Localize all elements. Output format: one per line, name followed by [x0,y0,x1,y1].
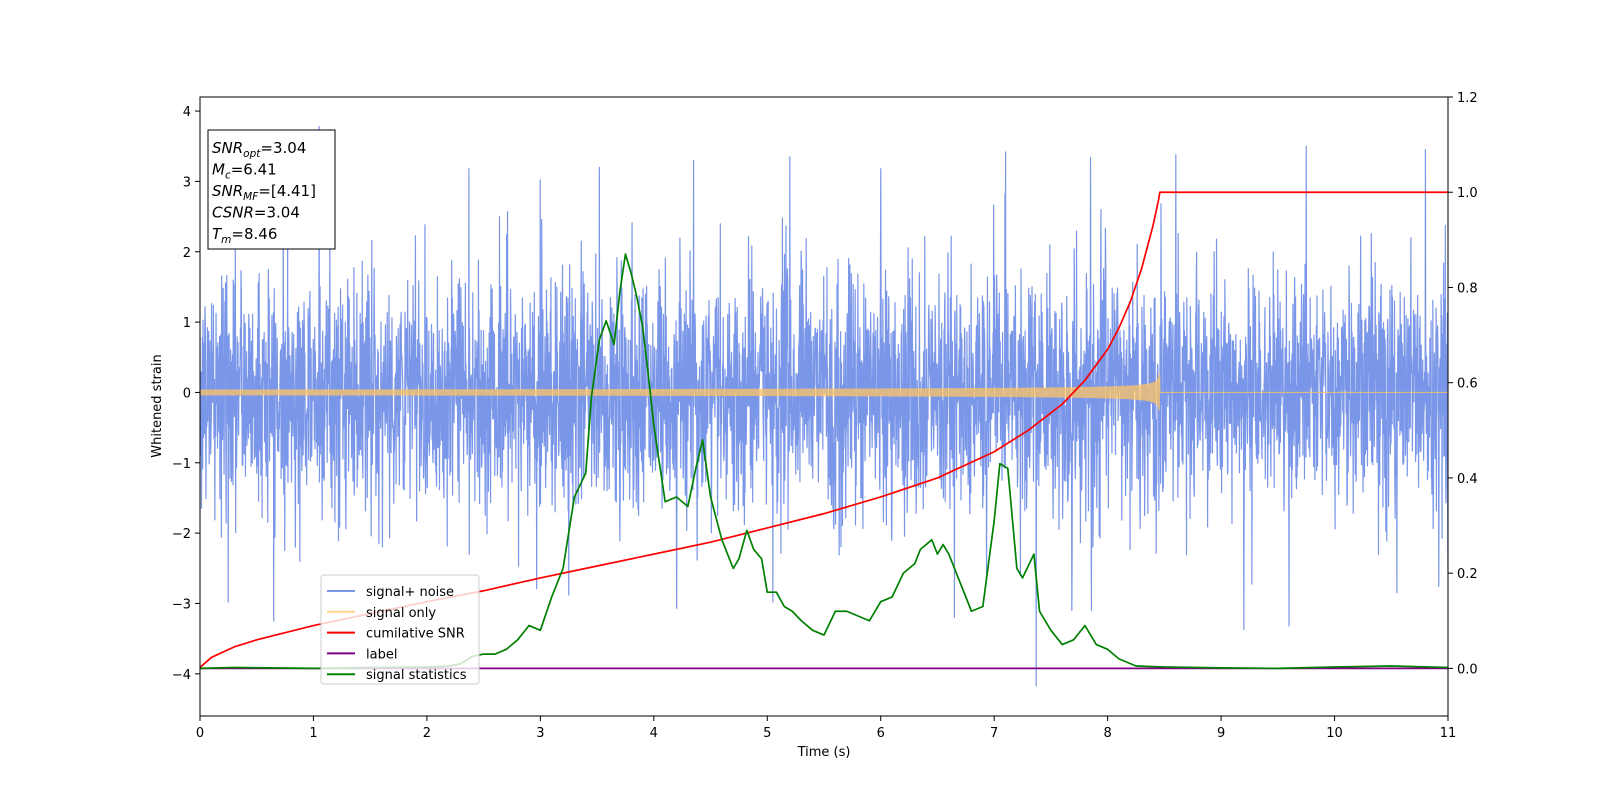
y2-tick-label-2: 0.4 [1457,472,1478,487]
annotation-line-2: SNRMF=[4.41] [212,182,316,203]
x-tick-label-7: 7 [990,726,998,741]
y-axis-label: Whitened strain [150,354,165,457]
y2-tick-label-3: 0.6 [1457,377,1478,392]
x-tick-label-11: 11 [1440,726,1457,741]
legend: signal+ noise signal only cumilative SNR la… [320,574,480,685]
y-tick-label-1: −3 [172,597,191,612]
y-tick-label-6: 2 [183,246,191,261]
y-axis-left: −4 −3 −2 −1 0 1 2 3 4 [172,105,200,683]
annotation-line-4: Tm=8.46 [212,225,277,246]
annotation-frame [207,129,336,250]
legend-label-4: signal statistics [366,668,467,683]
x-tick-label-1: 1 [309,726,317,741]
x-tick-label-5: 5 [763,726,771,741]
y-tick-label-5: 1 [183,316,191,331]
x-tick-label-0: 0 [196,726,204,741]
legend-label-2: cumilative SNR [366,627,465,642]
x-tick-label-2: 2 [423,726,431,741]
x-tick-label-4: 4 [650,726,658,741]
y-tick-label-0: −4 [172,668,191,683]
y-tick-label-7: 3 [183,175,191,190]
series-signal-only [200,372,1448,411]
y2-tick-label-0: 0.0 [1457,662,1478,677]
series-signal-statistics [200,253,1448,670]
x-tick-label-9: 9 [1217,726,1225,741]
legend-label-1: signal only [366,606,436,621]
x-tick-label-3: 3 [536,726,544,741]
y2-tick-label-4: 0.8 [1457,281,1478,296]
y-tick-label-2: −2 [172,527,191,542]
y2-tick-label-5: 1.0 [1457,186,1478,201]
x-tick-label-6: 6 [877,726,885,741]
y-tick-label-4: 0 [183,386,191,401]
annotation-line-0: SNRopt=3.04 [212,139,306,160]
series-signal-noise [200,125,1448,687]
y2-tick-label-1: 0.2 [1457,567,1478,582]
y-tick-label-3: −1 [172,457,191,472]
y-tick-label-8: 4 [183,105,191,120]
y-axis-right: 0.0 0.2 0.4 0.6 0.8 1.0 1.2 [1448,91,1478,677]
y2-tick-label-6: 1.2 [1457,91,1478,106]
x-axis-label: Time (s) [797,745,851,760]
x-tick-label-10: 10 [1326,726,1343,741]
annotation-line-3: CSNR=3.04 [212,204,300,222]
legend-label-3: label [366,647,397,662]
legend-label-0: signal+ noise [366,585,454,600]
legend-frame [320,574,480,685]
plot-frame [199,96,1449,717]
x-tick-label-8: 8 [1103,726,1111,741]
x-axis: 0 1 2 3 4 5 6 7 8 9 10 11 [196,716,1456,741]
annotation-line-1: Mc=6.41 [212,161,277,182]
